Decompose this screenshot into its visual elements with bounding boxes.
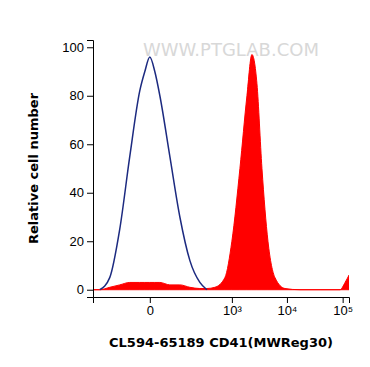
x-tick: 10³ — [223, 297, 242, 318]
x-axis-title: CL594-65189 CD41(MWReg30) — [109, 335, 333, 350]
y-tick: 0 — [77, 282, 93, 297]
x-tick: 0 — [147, 297, 154, 318]
y-tick: 20 — [70, 234, 93, 249]
x-tick-label: 0 — [147, 303, 154, 318]
y-tick-mark — [87, 47, 93, 48]
x-tick-mark — [150, 297, 151, 303]
x-tick-label: 10³ — [223, 303, 242, 318]
y-tick-mark — [87, 241, 93, 242]
watermark: WWW.PTGLAB.COM — [143, 39, 319, 60]
y-tick-label: 80 — [70, 88, 84, 103]
y-axis: 0 20 40 60 80 100 — [62, 40, 93, 298]
y-tick-mark — [87, 193, 93, 194]
x-tick-label: 10⁴ — [277, 303, 297, 318]
y-tick-label: 0 — [77, 282, 84, 297]
y-tick-mark — [87, 290, 93, 291]
y-tick: 80 — [70, 88, 93, 103]
y-axis-title: Relative cell number — [26, 92, 41, 244]
x-axis-line — [94, 298, 350, 304]
x-tick-mark — [287, 297, 288, 303]
y-tick-label: 20 — [70, 234, 84, 249]
x-tick-mark — [232, 297, 233, 303]
histogram-line — [100, 57, 207, 290]
y-axis-line — [87, 41, 94, 298]
x-tick-mark — [343, 297, 344, 303]
y-tick: 60 — [70, 137, 93, 152]
y-tick-label: 40 — [70, 185, 84, 200]
x-tick-label: 10⁵ — [333, 303, 353, 318]
plot: 0 10³ 10⁴ 10⁵ 0 20 40 60 80 100 — [62, 40, 353, 318]
x-axis: 0 10³ 10⁴ 10⁵ — [94, 297, 354, 318]
y-tick-mark — [87, 144, 93, 145]
histogram-area — [93, 55, 349, 290]
y-tick-label: 100 — [62, 40, 84, 55]
x-tick: 10⁴ — [277, 297, 297, 318]
y-tick: 100 — [62, 40, 93, 55]
y-tick-label: 60 — [70, 137, 84, 152]
y-tick-mark — [87, 96, 93, 97]
y-tick: 40 — [70, 185, 93, 200]
marks — [93, 55, 349, 290]
chart: 0 10³ 10⁴ 10⁵ 0 20 40 60 80 100 WWW.PTGLAB.COM CL59… — [0, 0, 370, 367]
x-tick: 10⁵ — [333, 297, 353, 318]
